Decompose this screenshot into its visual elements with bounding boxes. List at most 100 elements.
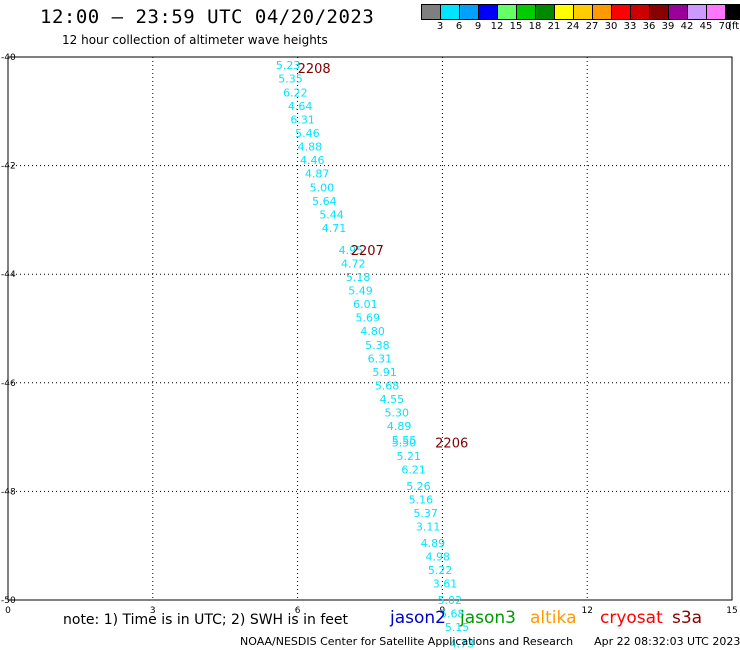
wave-height-point: 5.37: [413, 507, 438, 520]
wave-height-point: 3.11: [416, 521, 441, 534]
wave-height-point: 4.98: [426, 551, 451, 564]
y-tick-label: -46: [1, 379, 16, 389]
colorbar-swatch: [535, 4, 554, 20]
colorbar-label: 12: [490, 21, 504, 32]
wave-height-point: 5.68: [440, 608, 465, 621]
colorbar-label: 70: [718, 21, 732, 32]
wave-height-point: 5.68: [375, 380, 400, 393]
wave-height-point: 5.64: [312, 195, 337, 208]
y-tick-label: -40: [1, 53, 16, 63]
wave-height-point: 6.22: [283, 86, 308, 99]
colorbar-label: 9: [474, 21, 482, 32]
chart-subtitle: 12 hour collection of altimeter wave hei…: [62, 33, 328, 47]
wave-height-point: 5.00: [310, 181, 335, 194]
colorbar-swatch: [668, 4, 687, 20]
wave-height-point: 5.30: [384, 407, 409, 420]
wave-height-point: 6.21: [401, 464, 426, 477]
x-tick-label: 12: [581, 606, 592, 616]
wave-height-point: 6.31: [290, 113, 315, 126]
colorbar-label: 21: [547, 21, 561, 32]
wave-height-point: 4.46: [300, 154, 325, 167]
satellite-legend-item: jason2: [390, 608, 446, 628]
y-tick-label: -44: [1, 270, 16, 280]
wave-height-point: 4.89: [387, 420, 412, 433]
x-tick-label: 9: [440, 606, 446, 616]
colorbar-swatch: [630, 4, 649, 20]
wave-height-point: 4.87: [305, 168, 330, 181]
wave-height-point: 5.35: [278, 73, 303, 86]
wave-height-point: 5.49: [348, 284, 373, 297]
x-tick-label: 6: [295, 606, 301, 616]
x-tick-label: 0: [5, 606, 11, 616]
colorbar-label: 24: [566, 21, 580, 32]
colorbar: [421, 4, 740, 20]
colorbar-swatch: [706, 4, 725, 20]
wave-height-point: 5.69: [356, 312, 381, 325]
colorbar-label: 3: [436, 21, 444, 32]
satellite-legend-item: cryosat: [600, 608, 663, 628]
colorbar-label: 15: [509, 21, 523, 32]
colorbar-label: 36: [642, 21, 656, 32]
wave-height-point: 4.89: [421, 537, 446, 550]
colorbar-swatch: [649, 4, 668, 20]
time-label: 2206: [435, 437, 468, 452]
colorbar-swatch: [421, 4, 440, 20]
y-tick-label: -50: [1, 596, 16, 606]
wave-height-point: 5.26: [406, 480, 431, 493]
wave-height-point: 6.01: [353, 298, 378, 311]
x-tick-label: 15: [726, 606, 737, 616]
colorbar-unit: (ft): [728, 21, 740, 32]
colorbar-swatch: [497, 4, 516, 20]
footer-timestamp: Apr 22 08:32:03 UTC 2023: [594, 635, 740, 648]
note-text: note: 1) Time is in UTC; 2) SWH is in fe…: [63, 612, 349, 628]
wave-height-point: 6.31: [368, 352, 393, 365]
colorbar-label: 42: [680, 21, 694, 32]
y-tick-label: -42: [1, 162, 16, 172]
wave-height-point: 4.72: [341, 257, 366, 270]
satellite-legend-item: altika: [530, 608, 577, 628]
wave-height-point: 4.95: [339, 244, 364, 257]
colorbar-label: 45: [699, 21, 713, 32]
wave-height-point: 5.15: [445, 621, 470, 634]
wave-height-point: 5.55: [392, 434, 417, 447]
colorbar-swatch: [687, 4, 706, 20]
time-label: 2208: [298, 62, 331, 77]
wave-height-point: 5.21: [397, 450, 422, 463]
chart-title: 12:00 – 23:59 UTC 04/20/2023: [40, 6, 375, 28]
footer: NOAA/NESDIS Center for Satellite Applica…: [240, 635, 740, 648]
colorbar-swatch: [459, 4, 478, 20]
colorbar-swatch: [592, 4, 611, 20]
satellite-legend-item: jason3: [460, 608, 516, 628]
wave-height-point: 5.02: [438, 594, 463, 607]
wave-height-point: 5.16: [409, 494, 434, 507]
wave-height-point: 5.23: [276, 59, 301, 72]
satellite-legend-item: s3a: [672, 608, 703, 628]
wave-height-point: 4.64: [288, 100, 313, 113]
colorbar-swatch: [554, 4, 573, 20]
wave-height-point: 4.88: [298, 141, 323, 154]
wave-height-point: 5.22: [428, 564, 453, 577]
wave-height-point: 4.55: [380, 393, 405, 406]
wave-height-point: 4.73: [450, 637, 475, 650]
colorbar-swatch: [516, 4, 535, 20]
wave-height-point: 5.91: [372, 366, 397, 379]
wave-height-point: 4.80: [360, 325, 385, 338]
wave-height-point: 5.46: [295, 127, 320, 140]
y-tick-label: -48: [1, 487, 16, 497]
wave-height-point: 4.71: [322, 222, 347, 235]
x-tick-label: 3: [150, 606, 156, 616]
wave-height-point: 3.61: [433, 578, 458, 591]
colorbar-label: 33: [623, 21, 637, 32]
colorbar-label: 30: [604, 21, 618, 32]
wave-height-point: 5.18: [346, 271, 371, 284]
colorbar-label: 18: [528, 21, 542, 32]
plot-frame: [7, 56, 733, 601]
wave-height-point: 5.50: [392, 437, 417, 450]
colorbar-swatch: [611, 4, 630, 20]
colorbar-label: 39: [661, 21, 675, 32]
time-label: 2207: [351, 244, 384, 259]
colorbar-swatch: [440, 4, 459, 20]
colorbar-swatch: [573, 4, 592, 20]
colorbar-label: 27: [585, 21, 599, 32]
